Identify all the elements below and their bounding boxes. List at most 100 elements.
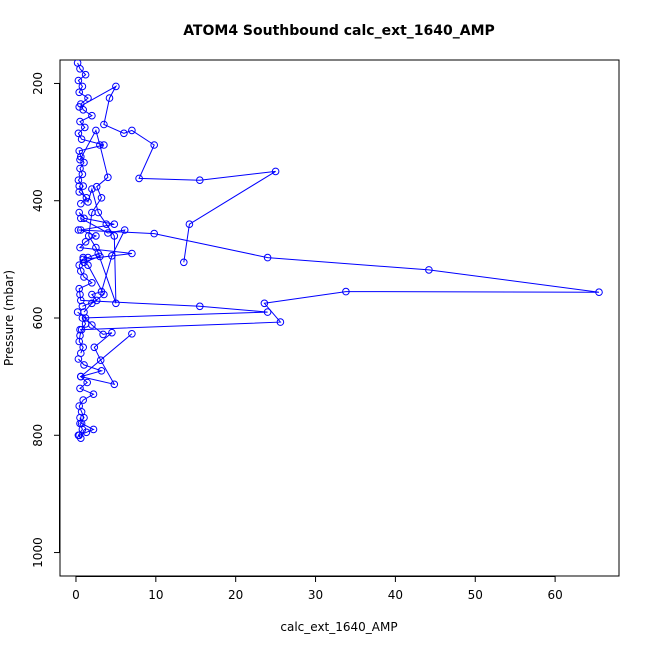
- data-point: [92, 296, 101, 305]
- data-point: [77, 153, 85, 161]
- y-tick-label: 400: [31, 189, 45, 212]
- y-tick-label: 200: [31, 72, 45, 95]
- data-point: [260, 299, 269, 308]
- data-point: [97, 194, 106, 202]
- data-point: [76, 384, 84, 393]
- data-point: [100, 120, 108, 129]
- data-point: [81, 70, 90, 79]
- data-point: [150, 229, 158, 238]
- y-tick-label: 1000: [31, 537, 45, 568]
- data-point: [196, 302, 204, 311]
- data-point: [79, 396, 87, 404]
- data-point: [81, 238, 90, 246]
- data-point: [104, 173, 112, 182]
- data-point: [76, 65, 84, 73]
- chart-title: ATOM4 Southbound calc_ext_1640_AMP: [183, 23, 495, 39]
- data-point: [75, 88, 83, 97]
- data-point: [76, 331, 84, 340]
- data-point: [92, 182, 101, 191]
- data-point: [75, 103, 83, 111]
- data-point: [76, 243, 84, 252]
- data-point: [75, 431, 83, 440]
- data-point: [88, 111, 96, 120]
- data-point: [92, 232, 100, 240]
- data-point: [112, 82, 120, 91]
- data-point: [120, 129, 128, 138]
- data-point: [78, 302, 87, 311]
- data-point: [104, 229, 112, 237]
- data-point: [263, 253, 272, 262]
- x-axis: 0 10 20 30 40 50 60: [72, 576, 563, 602]
- x-tick-label: 10: [148, 588, 163, 602]
- data-point: [102, 220, 111, 228]
- data-point: [81, 314, 90, 322]
- data-point: [76, 325, 84, 334]
- data-point: [110, 380, 119, 389]
- series-line: [78, 229, 600, 331]
- data-point: [342, 287, 350, 296]
- data-point: [105, 94, 114, 102]
- data-point: [76, 413, 84, 422]
- data-point: [74, 129, 83, 138]
- data-point: [76, 155, 84, 164]
- series-line: [77, 311, 133, 386]
- data-point: [97, 287, 106, 296]
- x-tick-label: 0: [72, 588, 80, 602]
- data-point: [110, 220, 119, 228]
- data-point: [135, 174, 143, 183]
- data-point: [77, 135, 86, 143]
- data-point: [94, 208, 103, 217]
- data-point: [128, 126, 136, 135]
- series-line: [78, 185, 117, 304]
- data-point: [97, 367, 106, 375]
- series-line: [77, 62, 105, 205]
- data-point: [128, 249, 136, 258]
- data-point: [82, 428, 91, 437]
- x-tick-label: 30: [308, 588, 323, 602]
- data-point: [79, 253, 87, 262]
- data-point: [75, 337, 83, 346]
- plot-area: [73, 60, 603, 443]
- data-point: [96, 356, 105, 365]
- data-point: [74, 176, 83, 184]
- x-tick-label: 60: [547, 588, 562, 602]
- data-point: [76, 117, 84, 126]
- data-point: [80, 361, 88, 369]
- data-point: [99, 330, 107, 339]
- data-point: [75, 182, 83, 190]
- data-point: [84, 253, 92, 262]
- data-point: [425, 266, 433, 274]
- y-axis-label: Pressure (mbar): [2, 270, 16, 366]
- data-point: [89, 390, 98, 399]
- series-line: [79, 129, 109, 313]
- data-point: [84, 232, 93, 240]
- x-tick-label: 40: [388, 588, 403, 602]
- data-point: [112, 299, 120, 308]
- data-point: [73, 308, 82, 316]
- data-point: [77, 199, 85, 208]
- data-point: [128, 330, 136, 338]
- data-point: [276, 318, 285, 326]
- y-axis: 200 400 600 800 1000: [31, 72, 60, 568]
- data-point: [100, 141, 108, 149]
- data-point: [263, 308, 272, 316]
- data-point: [88, 321, 96, 329]
- data-point: [75, 284, 83, 293]
- data-point: [84, 94, 92, 102]
- data-point: [120, 226, 129, 234]
- data-point: [108, 328, 116, 337]
- data-point: [84, 198, 92, 206]
- data-point: [74, 226, 83, 234]
- data-point: [77, 372, 85, 381]
- x-tick-label: 20: [228, 588, 243, 602]
- data-point: [96, 141, 104, 149]
- data-point: [185, 220, 194, 228]
- x-tick-label: 50: [468, 588, 483, 602]
- data-point: [88, 290, 96, 299]
- data-point: [77, 267, 85, 275]
- data-point: [81, 123, 89, 132]
- series-line: [78, 85, 276, 263]
- data-point: [271, 167, 280, 176]
- data-point: [92, 126, 100, 135]
